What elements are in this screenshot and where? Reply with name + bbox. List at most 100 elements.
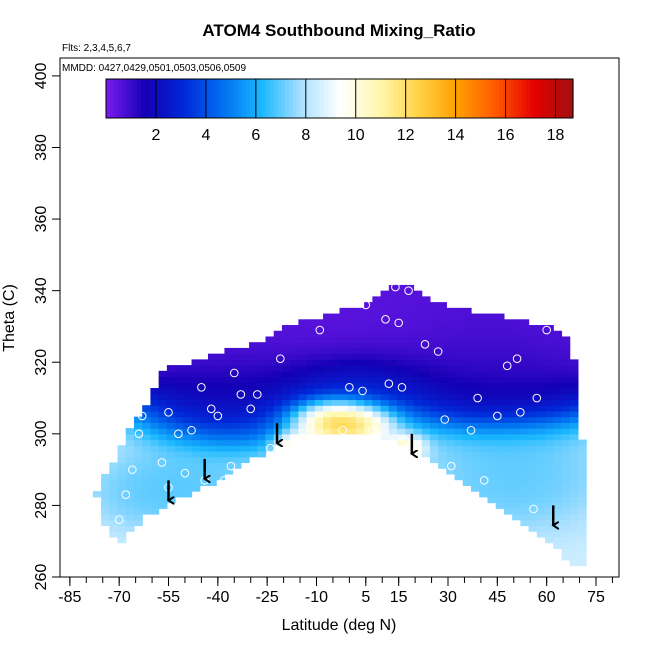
- heatmap-cell: [495, 359, 505, 366]
- heatmap-cell: [372, 353, 382, 360]
- heatmap-cell: [520, 370, 530, 378]
- colorbar-swatch: [374, 79, 380, 118]
- heatmap-cell: [446, 468, 456, 475]
- heatmap-cell: [298, 353, 308, 360]
- heatmap-cell: [142, 508, 152, 515]
- heatmap-cell: [388, 347, 398, 355]
- heatmap-cell: [249, 393, 258, 401]
- heatmap-cell: [298, 388, 308, 395]
- heatmap-cell: [405, 433, 415, 441]
- observation-marker: [229, 368, 239, 378]
- heatmap-cell: [117, 525, 127, 532]
- x-tick-label: -40: [206, 589, 229, 606]
- heatmap-cell: [462, 462, 472, 469]
- heatmap-cell: [265, 416, 275, 423]
- heatmap-cell: [323, 416, 332, 423]
- heatmap-cell: [273, 410, 283, 418]
- heatmap-cell: [512, 491, 521, 498]
- heatmap-cell: [503, 433, 513, 441]
- heatmap-cell: [462, 468, 472, 475]
- heatmap-cell: [281, 439, 291, 446]
- heatmap-cell: [158, 496, 168, 504]
- heatmap-cell: [216, 439, 226, 446]
- colorbar-tick-label: 12: [397, 127, 415, 144]
- x-tick-label: -70: [108, 589, 131, 606]
- heatmap-cell: [495, 347, 505, 355]
- heatmap-cell: [471, 336, 480, 343]
- heatmap-cell: [528, 365, 538, 372]
- heatmap-cell: [364, 307, 373, 315]
- heatmap-cell: [347, 393, 357, 401]
- heatmap-cell: [471, 376, 480, 383]
- heatmap-cell: [207, 479, 217, 486]
- heatmap-cell: [545, 399, 554, 406]
- heatmap-cell: [503, 382, 513, 389]
- heatmap-cell: [199, 376, 209, 383]
- heatmap-cell: [175, 433, 184, 441]
- heatmap-cell: [462, 422, 472, 429]
- heatmap-cell: [512, 433, 521, 441]
- colorbar-swatch: [172, 79, 177, 118]
- heatmap-cell: [290, 342, 299, 349]
- heatmap-cell: [347, 376, 357, 383]
- heatmap-cell: [421, 347, 431, 355]
- heatmap-cell: [224, 376, 234, 383]
- heatmap-cell: [462, 336, 472, 343]
- heatmap-cell: [207, 468, 217, 475]
- heatmap-cell: [364, 393, 373, 401]
- heatmap-cell: [512, 468, 521, 475]
- heatmap-cell: [257, 365, 267, 372]
- heatmap-cell: [133, 422, 143, 429]
- heatmap-cell: [429, 342, 439, 349]
- heatmap-cell: [503, 393, 513, 401]
- heatmap-cell: [479, 370, 489, 378]
- heatmap-cell: [117, 473, 127, 481]
- heatmap-cell: [166, 399, 176, 406]
- heatmap-cell: [109, 468, 119, 475]
- heatmap-cell: [183, 382, 193, 389]
- heatmap-cell: [323, 365, 332, 372]
- heatmap-cell: [421, 325, 431, 332]
- heatmap-cell: [232, 428, 242, 435]
- colorbar-swatch: [176, 79, 181, 118]
- heatmap-cell: [249, 399, 258, 406]
- heatmap-cell: [372, 428, 382, 435]
- heatmap-cell: [183, 399, 193, 406]
- heatmap-cell: [339, 399, 349, 406]
- heatmap-cell: [553, 347, 563, 355]
- heatmap-cell: [462, 307, 472, 315]
- heatmap-cell: [405, 405, 415, 412]
- heatmap-cell: [446, 393, 456, 401]
- heatmap-cell: [462, 393, 472, 401]
- heatmap-cell: [545, 536, 554, 544]
- heatmap-cell: [306, 416, 316, 423]
- heatmap-cell: [224, 439, 234, 446]
- heatmap-cell: [503, 422, 513, 429]
- heatmap-cell: [397, 319, 406, 326]
- heatmap-cell: [413, 433, 423, 441]
- heatmap-cell: [158, 451, 168, 458]
- heatmap-cell: [314, 388, 324, 395]
- x-tick-label: 60: [538, 589, 556, 606]
- colorbar-swatch: [273, 79, 278, 118]
- colorbar-swatch: [339, 79, 344, 118]
- heatmap-cell: [528, 382, 538, 389]
- heatmap-cell: [265, 365, 275, 372]
- heatmap-cell: [438, 353, 447, 360]
- heatmap-cell: [306, 382, 316, 389]
- heatmap-cell: [364, 382, 373, 389]
- heatmap-cell: [158, 388, 168, 395]
- heatmap-cell: [199, 439, 209, 446]
- heatmap-cell: [290, 416, 299, 423]
- heatmap-cell: [528, 422, 538, 429]
- heatmap-cell: [553, 491, 563, 498]
- heatmap-cell: [503, 405, 513, 412]
- heatmap-cell: [512, 451, 521, 458]
- observation-marker: [345, 382, 354, 392]
- heatmap-cell: [487, 336, 497, 343]
- heatmap-cell: [454, 325, 464, 332]
- heatmap-cell: [388, 359, 398, 366]
- heatmap-cell: [405, 422, 415, 429]
- heatmap-cell: [479, 319, 489, 326]
- heatmap-cell: [495, 479, 505, 486]
